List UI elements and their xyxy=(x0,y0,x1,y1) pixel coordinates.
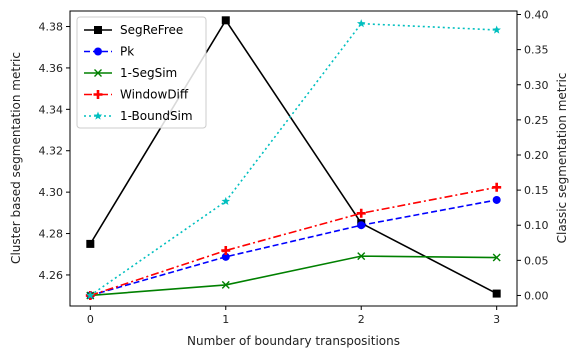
data-point-1-segsim xyxy=(492,253,501,262)
legend-marker-1-segsim xyxy=(94,69,102,77)
data-point-1-segsim xyxy=(221,280,230,289)
series-layer xyxy=(85,16,502,300)
data-point-pk xyxy=(492,195,501,204)
data-point-1-boundsim xyxy=(221,196,231,205)
legend-marker-1-boundsim xyxy=(93,111,103,120)
legend: SegReFree Pk 1-SegSim WindowDiff 1-BoundSim xyxy=(76,16,207,129)
series-line-1-boundsim xyxy=(89,22,497,297)
x-tick-label: 0 xyxy=(87,313,94,326)
data-point-pk xyxy=(357,221,366,230)
plot-frame xyxy=(69,10,518,307)
legend-marker-segrefree xyxy=(94,26,102,34)
right-y-tick-label: 0.10 xyxy=(524,219,549,232)
right-y-tick-label: 0.15 xyxy=(524,184,549,197)
series-pk xyxy=(86,195,501,300)
right-y-axis-label: Classic segmentation metric xyxy=(555,73,569,244)
data-point-segrefree xyxy=(221,16,230,25)
legend-marker-windowdiff xyxy=(93,90,103,99)
series-line-1-segsim xyxy=(90,255,497,297)
x-axis-ticks: 0 1 2 3 xyxy=(87,306,500,326)
left-y-tick-label: 4.28 xyxy=(39,228,64,241)
legend-box xyxy=(76,16,207,129)
right-y-tick-label: 0.30 xyxy=(524,79,549,92)
legend-marker-pk xyxy=(94,47,102,56)
legend-label-segrefree: SegReFree xyxy=(120,23,183,37)
x-tick-label: 3 xyxy=(493,313,500,326)
left-y-tick-label: 4.38 xyxy=(39,21,64,34)
left-y-tick-label: 4.34 xyxy=(39,103,64,116)
right-y-axis-ticks: 0.00 0.05 0.10 0.15 0.20 0.25 0.30 0.35 0.40 xyxy=(517,9,549,302)
left-y-tick-label: 4.30 xyxy=(39,186,64,199)
left-y-tick-label: 4.32 xyxy=(39,145,64,158)
right-y-tick-label: 0.25 xyxy=(524,114,549,127)
legend-item-1-segsim: 1-SegSim xyxy=(84,66,177,80)
data-point-windowdiff xyxy=(492,182,502,192)
data-point-pk xyxy=(221,252,230,261)
series-1-boundsim xyxy=(86,19,501,300)
right-y-tick-label: 0.35 xyxy=(524,44,549,57)
left-y-tick-label: 4.26 xyxy=(39,269,64,282)
legend-item-1-boundsim: 1-BoundSim xyxy=(84,109,193,123)
data-point-1-segsim xyxy=(357,252,366,261)
data-point-windowdiff xyxy=(221,246,231,256)
x-tick-label: 2 xyxy=(358,313,365,326)
legend-label-1-segsim: 1-SegSim xyxy=(120,66,177,80)
legend-item-windowdiff: WindowDiff xyxy=(84,88,189,102)
data-point-windowdiff xyxy=(356,208,366,218)
legend-label-1-boundsim: 1-BoundSim xyxy=(120,109,193,123)
right-y-tick-label: 0.00 xyxy=(524,289,549,302)
series-line-segrefree xyxy=(89,18,498,295)
x-tick-label: 1 xyxy=(222,313,229,326)
data-point-1-boundsim xyxy=(492,25,501,34)
legend-item-segrefree: SegReFree xyxy=(84,23,183,37)
series-1-segsim xyxy=(86,252,501,300)
right-y-tick-label: 0.20 xyxy=(524,149,549,162)
right-y-tick-label: 0.05 xyxy=(524,254,549,267)
series-line-windowdiff xyxy=(90,186,497,297)
data-point-segrefree xyxy=(86,239,95,248)
x-axis-label: Number of boundary transpositions xyxy=(187,334,400,348)
right-y-tick-label: 0.40 xyxy=(524,9,549,22)
series-line-pk xyxy=(90,199,497,297)
data-point-1-boundsim xyxy=(86,290,95,300)
left-y-axis-label: Cluster based segmentation metric xyxy=(9,52,23,264)
data-point-1-boundsim xyxy=(356,19,366,28)
legend-item-pk: Pk xyxy=(84,45,134,59)
left-y-axis-ticks: 4.26 4.28 4.30 4.32 4.34 4.36 4.38 xyxy=(39,21,70,282)
data-point-segrefree xyxy=(492,289,501,298)
legend-label-windowdiff: WindowDiff xyxy=(120,88,189,102)
left-y-tick-label: 4.36 xyxy=(39,62,64,75)
legend-label-pk: Pk xyxy=(120,45,134,59)
